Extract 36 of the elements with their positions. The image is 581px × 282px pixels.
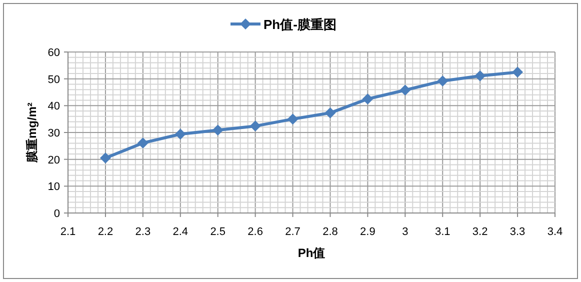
x-axis-title: Ph值 xyxy=(298,246,326,260)
x-tick-label: 2.3 xyxy=(135,226,151,238)
point xyxy=(512,66,524,78)
point xyxy=(100,152,111,164)
x-tick-label: 3 xyxy=(402,226,408,238)
y-axis-title: 膜重mg/m² xyxy=(25,102,39,164)
point xyxy=(362,93,374,104)
point xyxy=(437,75,448,86)
point xyxy=(287,114,298,125)
x-tick-label: 2.2 xyxy=(98,226,114,238)
point xyxy=(137,137,148,148)
x-tick-label: 3.3 xyxy=(510,226,526,238)
point xyxy=(474,70,486,82)
y-tick-label: 50 xyxy=(48,74,60,86)
x-tick-label: 3.1 xyxy=(434,226,450,238)
x-tick-label: 2.1 xyxy=(60,226,76,238)
point xyxy=(174,128,186,140)
x-tick-label: 3.4 xyxy=(547,226,563,238)
y-tick-label: 10 xyxy=(48,181,60,194)
x-tick-label: 2.7 xyxy=(285,226,300,238)
y-tick-label: 0 xyxy=(54,208,60,220)
x-tick-label: 2.6 xyxy=(248,226,263,238)
x-tick-label: 2.5 xyxy=(210,226,226,238)
point xyxy=(324,107,336,118)
y-tick-label: 40 xyxy=(48,100,60,113)
y-tick-label: 30 xyxy=(48,128,60,140)
x-tick-label: 2.4 xyxy=(172,226,188,238)
x-tick-label: 3.2 xyxy=(472,226,488,238)
x-tick-label: 2.9 xyxy=(360,226,376,238)
y-tick-label: 60 xyxy=(48,47,60,59)
point xyxy=(212,124,224,136)
x-tick-label: 2.8 xyxy=(322,226,338,238)
point xyxy=(400,84,411,96)
point xyxy=(250,120,261,132)
y-tick-label: 20 xyxy=(48,154,60,166)
legend-label: Ph值-膜重图 xyxy=(264,17,336,32)
